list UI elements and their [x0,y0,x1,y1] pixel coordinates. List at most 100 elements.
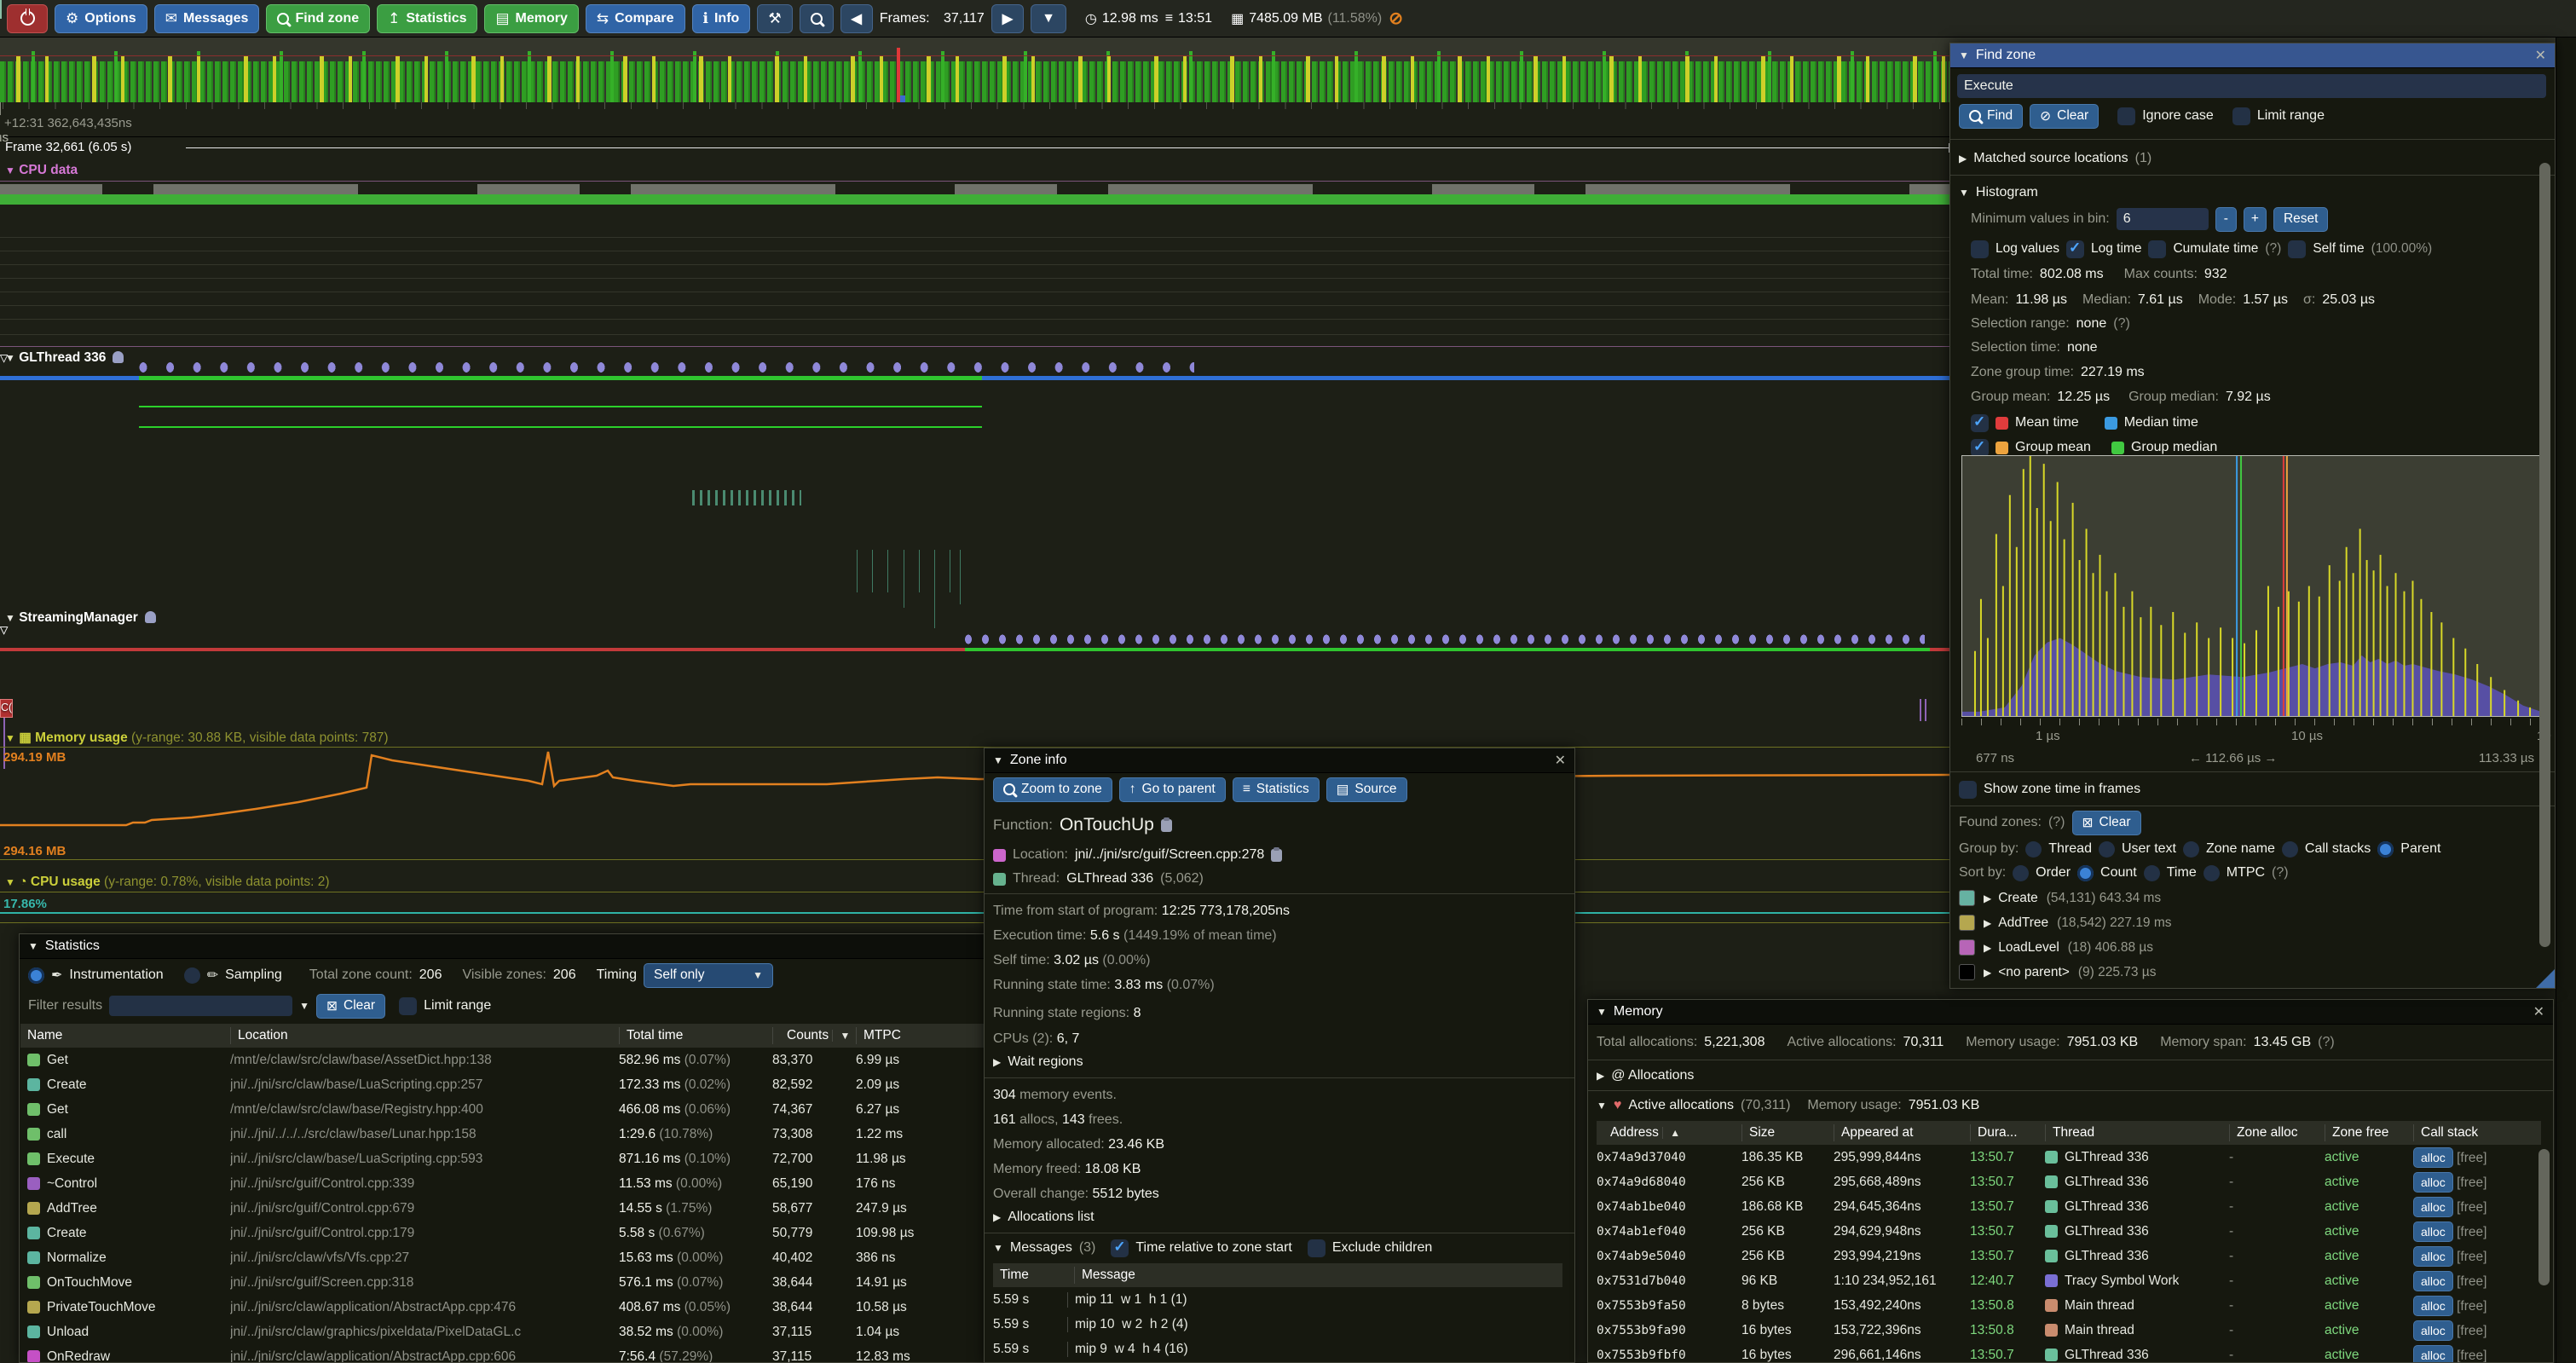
power-button[interactable] [7,3,48,33]
cpu-usage-header[interactable]: ▼ ◔ CPU usage (y-range: 0.78%, visible d… [5,875,330,889]
sort-count-radio[interactable] [2077,864,2094,881]
memory-usage-header[interactable]: ▼ ▦ Memory usage (y-range: 30.88 KB, vis… [5,731,389,745]
limit-range-checkbox[interactable] [399,996,418,1015]
table-row[interactable]: Execute jni/../jni/src/claw/base/LuaScri… [20,1146,1006,1171]
message-marker-icon[interactable]: ▽ [0,624,9,636]
allocation-row[interactable]: 0x7553b9fa90 16 bytes 153,722,396ns 13:5… [1597,1318,2541,1343]
memory-titlebar[interactable]: ▼ Memory ✕ [1588,1000,2553,1025]
sort-mtpc-radio[interactable] [2203,864,2220,881]
find-button[interactable]: Find [1959,103,2024,129]
funnel-icon[interactable]: ▼ [299,1000,310,1012]
messages-button[interactable]: ✉ Messages [153,3,260,33]
ignore-case-checkbox[interactable] [2117,107,2136,125]
alloc-callstack-button[interactable]: alloc [2413,1270,2453,1291]
table-row[interactable]: OnRedraw jni/../jni/src/claw/application… [20,1344,1006,1362]
statistics-button[interactable]: ↥ Statistics [377,3,478,33]
find-zone-search-input[interactable]: Execute [1957,74,2546,98]
reset-button[interactable]: Reset [2273,206,2329,232]
wait-regions-toggle[interactable]: ▶ Wait regions [993,1054,1083,1069]
alloc-callstack-button[interactable]: alloc [2413,1221,2453,1242]
active-allocations-toggle[interactable]: ▼ ♥ Active allocations (70,311) Memory usag… [1597,1098,1980,1112]
table-row[interactable]: ~Control jni/../jni/src/guif/Control.cpp… [20,1171,1006,1196]
self-time-checkbox[interactable] [2288,240,2307,258]
message-marker-icon[interactable]: ▽ [0,352,9,364]
statistics-titlebar[interactable]: ▼Statistics✕ [20,934,1007,959]
find-zone-titlebar[interactable]: ▼ Find zone ✕ [1950,43,2555,68]
log-time-checkbox[interactable] [2065,240,2084,258]
min-values-input[interactable]: 6 [2116,208,2209,230]
timing-dropdown[interactable]: Self only ▼ [644,962,774,988]
glthread-header[interactable]: ▼ GLThread 336 [5,350,124,366]
alloc-callstack-button[interactable]: alloc [2413,1245,2453,1267]
zone-thread[interactable]: GLThread 336 [1066,871,1154,886]
table-row[interactable]: AddTree jni/../jni/src/guif/Control.cpp:… [20,1196,1006,1221]
message-marker-icon[interactable]: ▽ [0,352,9,364]
table-row[interactable]: PrivateTouchMove jni/../jni/src/claw/app… [20,1295,1006,1320]
message-row[interactable]: 5.59 s mip 10 w 2 h 2 (4) [993,1316,1188,1332]
allocation-row[interactable]: 0x7531d7b040 96 KB 1:10 234,952,161 12:4… [1597,1268,2541,1293]
memory-table-header[interactable]: Address ▲ Size Appeared at Dura... Threa… [1597,1121,2541,1145]
message-marker-icon[interactable]: ▽ [0,624,9,636]
histogram-toggle[interactable]: ▼ Histogram [1959,185,2038,199]
frame-separator[interactable]: Frame 32,661 (6.05 s) [0,136,2556,160]
close-icon[interactable]: ✕ [2533,1005,2544,1019]
message-marker-icon[interactable]: ▽ [0,624,9,636]
zone-statistics-button[interactable]: ≡ Statistics [1232,777,1320,802]
alloc-callstack-button[interactable]: alloc [2413,1320,2453,1341]
table-row[interactable]: Unload jni/../jni/src/claw/graphics/pixe… [20,1320,1006,1344]
message-marker-icon[interactable]: ▽ [0,624,9,636]
cumulate-time-checkbox[interactable] [2148,240,2167,258]
source-button[interactable]: ▤ Source [1326,777,1407,802]
resize-grip[interactable] [2536,969,2555,988]
group-zonename-radio[interactable] [2182,840,2199,858]
allocation-row[interactable]: 0x74ab1ef040 256 KB 294,629,948ns 13:50.… [1597,1219,2541,1244]
copy-icon[interactable] [1271,846,1283,862]
allocation-row[interactable]: 0x74ab1be040 186.68 KB 294,645,364ns 13:… [1597,1194,2541,1219]
table-row[interactable]: call jni/../jni/../../../src/claw/base/L… [20,1122,1006,1146]
alloc-callstack-button[interactable]: alloc [2413,1196,2453,1217]
find-zone-scrollbar[interactable] [2539,163,2550,947]
allocations-list-toggle[interactable]: ▶ Allocations list [993,1210,1095,1224]
message-marker-icon[interactable]: ▽ [0,624,9,636]
streamingmanager-header[interactable]: ▼ StreamingManager [5,610,156,626]
allocation-row[interactable]: 0x7553b9fa50 8 bytes 153,492,240ns 13:50… [1597,1293,2541,1318]
sampling-radio[interactable] [183,967,200,984]
clear-button[interactable]: ⊘ Clear [2030,103,2099,129]
group-usertext-radio[interactable] [2098,840,2115,858]
statistics-table-header[interactable]: Name Location Total time Counts ▼ MTPC [20,1024,1006,1048]
memory-button[interactable]: ▤ Memory [484,3,579,33]
sort-order-radio[interactable] [2013,864,2030,881]
timeline-zone[interactable] [0,0,2,19]
messages-toggle[interactable]: ▼ [993,1242,1003,1254]
clear-found-button[interactable]: ⊠ Clear [2071,810,2141,835]
show-zone-time-checkbox[interactable] [1959,780,1977,799]
filter-input[interactable] [109,996,293,1016]
frame-dropdown-button[interactable]: ▼ [1031,3,1066,33]
allocation-row[interactable]: 0x74a9d37040 186.35 KB 295,999,844ns 13:… [1597,1145,2541,1170]
memory-scrollbar[interactable] [2538,1149,2550,1285]
alloc-callstack-button[interactable]: alloc [2413,1295,2453,1316]
find-zone-button[interactable]: Find zone [266,3,371,33]
alloc-callstack-button[interactable]: alloc [2413,1344,2453,1362]
zone-info-titlebar[interactable]: ▼ Zone info ✕ [985,748,1574,773]
clear-filter-button[interactable]: ⊠ Clear [316,993,386,1019]
found-zone-row[interactable]: ▶ LoadLevel (18) 406.88 µs [1955,935,2538,960]
exclude-children-checkbox[interactable] [1307,1239,1326,1257]
cpu-data-header[interactable]: ▼ CPU data [5,163,78,177]
close-icon[interactable]: ✕ [1554,754,1566,768]
prev-frame-button[interactable]: ◀ [840,3,873,33]
group-callstacks-radio[interactable] [2281,840,2298,858]
next-frame-button[interactable]: ▶ [991,3,1025,33]
message-row[interactable]: 5.59 s mip 11 w 1 h 1 (1) [993,1291,1187,1308]
message-marker-icon[interactable]: ▽ [0,352,9,364]
zoom-tool-button[interactable] [799,3,834,33]
draw-mean-checkbox[interactable] [1971,413,1989,432]
table-row[interactable]: OnTouchMove jni/../jni/src/guif/Screen.c… [20,1270,1006,1295]
log-values-checkbox[interactable] [1971,240,1989,258]
group-parent-radio[interactable] [2377,840,2394,858]
find-zone-histogram[interactable] [1961,455,2544,717]
message-row[interactable]: 5.59 s mip 9 w 4 h 4 (16) [993,1341,1188,1357]
message-marker-icon[interactable]: ▽ [0,624,9,636]
message-marker-icon[interactable]: ▽ [0,624,9,636]
tools-button[interactable]: ⚒ [757,3,793,33]
